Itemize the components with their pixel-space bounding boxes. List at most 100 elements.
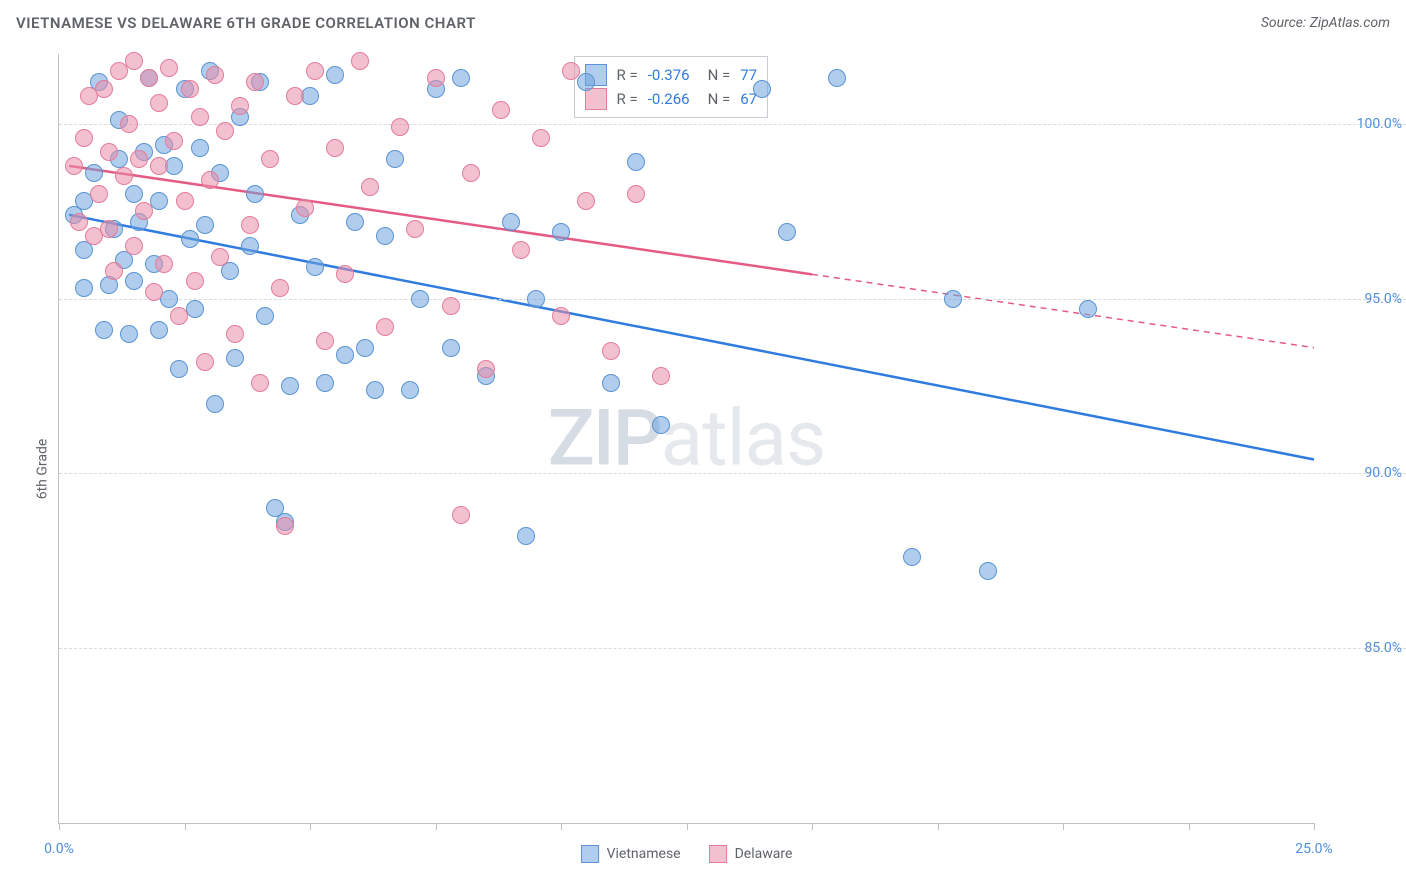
scatter-point (652, 367, 670, 385)
scatter-point (356, 339, 374, 357)
scatter-point (351, 52, 369, 70)
legend-r-value: -0.266 (648, 87, 690, 111)
scatter-point (85, 164, 103, 182)
scatter-point (442, 297, 460, 315)
series-legend-item: Vietnamese (581, 845, 681, 863)
scatter-point (281, 377, 299, 395)
legend-n-label: N = (708, 87, 731, 111)
series-legend-swatch (709, 845, 727, 863)
scatter-point (386, 150, 404, 168)
scatter-point (105, 262, 123, 280)
scatter-point (306, 62, 324, 80)
scatter-point (336, 346, 354, 364)
scatter-point (477, 360, 495, 378)
legend-r-value: -0.376 (648, 63, 690, 87)
scatter-point (532, 129, 550, 147)
scatter-point (406, 220, 424, 238)
y-tick-label: 95.0% (1322, 291, 1402, 307)
x-tick-mark (561, 823, 562, 830)
x-tick-mark (1189, 823, 1190, 830)
scatter-point (125, 185, 143, 203)
scatter-point (170, 360, 188, 378)
scatter-point (125, 237, 143, 255)
watermark-light: atlas (661, 393, 826, 484)
scatter-point (155, 255, 173, 273)
scatter-point (361, 178, 379, 196)
legend-row: R =-0.376N =77 (585, 63, 758, 87)
scatter-point (753, 80, 771, 98)
x-tick-label: 25.0% (1295, 841, 1333, 857)
scatter-point (226, 325, 244, 343)
scatter-point (241, 216, 259, 234)
scatter-point (577, 192, 595, 210)
legend-r-label: R = (617, 87, 638, 111)
scatter-point (391, 118, 409, 136)
y-tick-label: 90.0% (1322, 465, 1402, 481)
y-gridline (59, 473, 1406, 474)
x-tick-label: 0.0% (44, 841, 74, 857)
legend-r-label: R = (617, 63, 638, 87)
scatter-point (251, 374, 269, 392)
scatter-point (326, 66, 344, 84)
scatter-point (828, 69, 846, 87)
scatter-point (90, 185, 108, 203)
plot-area: ZIPatlas R =-0.376N =77R =-0.266N =67 Vi… (58, 54, 1314, 824)
scatter-point (552, 307, 570, 325)
scatter-point (150, 94, 168, 112)
scatter-point (181, 80, 199, 98)
scatter-point (201, 171, 219, 189)
scatter-point (75, 279, 93, 297)
scatter-point (120, 325, 138, 343)
scatter-point (165, 132, 183, 150)
scatter-point (276, 517, 294, 535)
scatter-point (160, 59, 178, 77)
x-tick-mark (687, 823, 688, 830)
scatter-point (115, 167, 133, 185)
scatter-point (296, 199, 314, 217)
scatter-point (376, 227, 394, 245)
scatter-point (336, 265, 354, 283)
scatter-point (346, 213, 364, 231)
chart-header: VIETNAMESE VS DELAWARE 6TH GRADE CORRELA… (0, 0, 1406, 46)
watermark: ZIPatlas (548, 393, 826, 484)
scatter-point (246, 185, 264, 203)
scatter-point (627, 153, 645, 171)
series-legend: VietnameseDelaware (581, 845, 793, 863)
scatter-point (256, 307, 274, 325)
scatter-point (206, 395, 224, 413)
scatter-point (65, 157, 83, 175)
scatter-point (602, 374, 620, 392)
scatter-point (527, 290, 545, 308)
scatter-point (427, 69, 445, 87)
scatter-point (411, 290, 429, 308)
scatter-point (226, 349, 244, 367)
scatter-point (778, 223, 796, 241)
scatter-point (191, 108, 209, 126)
scatter-point (191, 139, 209, 157)
scatter-point (130, 150, 148, 168)
x-tick-mark (938, 823, 939, 830)
scatter-point (627, 185, 645, 203)
scatter-point (125, 52, 143, 70)
scatter-point (120, 115, 138, 133)
scatter-point (100, 220, 118, 238)
y-tick-label: 85.0% (1322, 640, 1402, 656)
scatter-point (176, 192, 194, 210)
scatter-point (206, 66, 224, 84)
x-tick-mark (1063, 823, 1064, 830)
correlation-legend: R =-0.376N =77R =-0.266N =67 (574, 56, 769, 118)
scatter-point (75, 129, 93, 147)
scatter-point (181, 230, 199, 248)
scatter-point (602, 342, 620, 360)
scatter-point (512, 241, 530, 259)
scatter-point (577, 73, 595, 91)
scatter-point (95, 321, 113, 339)
plot-container: 6th Grade ZIPatlas R =-0.376N =77R =-0.2… (0, 46, 1406, 892)
scatter-point (231, 97, 249, 115)
chart-source: Source: ZipAtlas.com (1261, 15, 1390, 31)
scatter-point (150, 157, 168, 175)
scatter-point (1079, 300, 1097, 318)
scatter-point (100, 143, 118, 161)
y-gridline (59, 299, 1406, 300)
scatter-point (70, 213, 88, 231)
